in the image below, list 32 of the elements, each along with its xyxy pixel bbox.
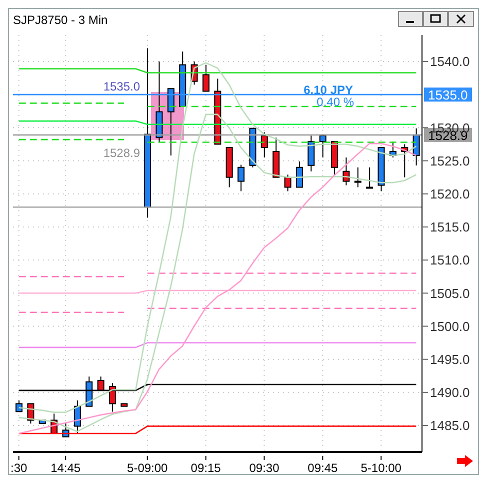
y-tick-label: 1485.0 [430, 418, 470, 434]
y-tick-label: 1495.0 [430, 352, 470, 367]
candlestick [167, 88, 174, 156]
x-tick-label: 14:45 [50, 461, 81, 475]
y-tick-label: 1540.0 [430, 54, 470, 70]
annotation: 1528.9 [103, 146, 140, 160]
y-tick-label: 1490.0 [430, 385, 470, 400]
ref-line-label: 1535.0 [428, 88, 468, 103]
candlestick [319, 134, 326, 158]
y-tick-label: 1525.0 [430, 153, 470, 168]
candlestick [202, 64, 210, 92]
chart-title: SJPJ8750 - 3 Min [13, 12, 108, 26]
annotation: 0.40 % [316, 95, 354, 109]
candlestick [366, 166, 374, 189]
candlestick [238, 164, 245, 192]
candlestick [308, 135, 315, 172]
y-tick-label: 1520.0 [430, 186, 470, 202]
x-tick-label: :30 [10, 461, 28, 475]
x-tick-label: 09:45 [308, 461, 338, 475]
annotation: 6.10 JPY [304, 83, 353, 97]
x-tick-label: 09:30 [249, 461, 280, 475]
candlestick [354, 166, 362, 188]
y-tick-label: 1510.0 [430, 252, 470, 268]
y-tick-label: 1515.0 [430, 220, 470, 235]
annotation: 1535.0 [103, 80, 140, 94]
x-tick-label: 5-10:00 [360, 461, 402, 475]
y-tick-label: 1500.0 [430, 318, 470, 334]
y-tick-label: 1505.0 [430, 286, 470, 301]
x-tick-label: 5-09:00 [127, 461, 168, 475]
candlestick [296, 160, 303, 188]
x-tick-label: 09:15 [190, 461, 222, 475]
candlestick [260, 132, 268, 158]
